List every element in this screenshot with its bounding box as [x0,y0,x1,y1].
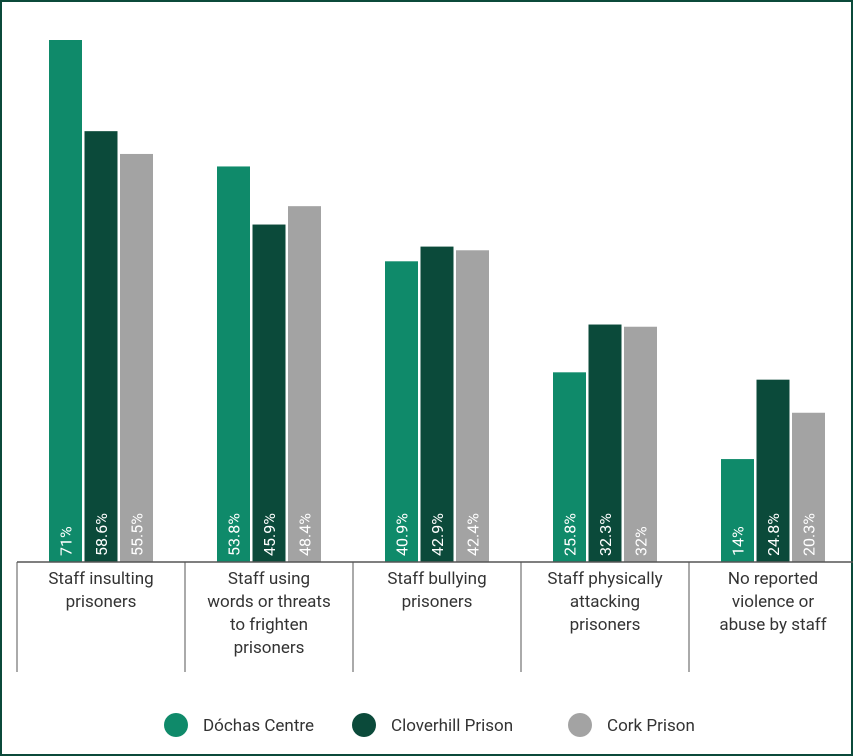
x-tick-label: Staff insulting prisoners [48,569,154,612]
bar [756,379,790,562]
legend-marker [352,713,376,737]
value-label: 42.9% [428,513,447,556]
bar [553,372,586,562]
value-label: 25.8% [561,513,580,556]
x-tick-label: Staff physically attacking prisoners [547,569,663,635]
value-label: 24.8% [764,513,783,556]
legend-marker [568,713,592,737]
bar [288,206,321,562]
value-label: 32% [632,526,651,556]
legend-label: Dóchas Centre [203,716,314,736]
legend-label: Cloverhill Prison [391,716,513,736]
bar [456,250,489,562]
bar [588,324,622,562]
value-label: 14% [729,526,748,556]
bar [49,40,82,562]
value-label: 32.3% [596,513,615,556]
value-label: 55.5% [128,513,147,556]
value-label: 20.3% [800,513,819,556]
bar [120,153,153,562]
x-tick-label: Staff using words or threats to frighten… [207,569,331,658]
bar [385,261,418,562]
x-tick-label: No reported violence or abuse by staff [719,569,827,635]
value-label: 48.4% [296,513,315,556]
bar [217,166,250,562]
x-tick-label: Staff bullying prisoners [387,569,487,612]
bar [420,246,454,562]
value-label: 42.4% [464,513,483,556]
value-label: 58.6% [92,513,111,556]
value-label: 40.9% [393,513,412,556]
bar [84,131,118,562]
value-label: 71% [57,526,76,556]
bar [624,326,657,562]
value-label: 45.9% [260,513,279,556]
legend-marker [164,713,188,737]
bar [721,459,754,562]
value-label: 53.8% [225,513,244,556]
legend-label: Cork Prison [607,716,695,736]
bar [252,224,286,562]
bar [792,412,825,562]
